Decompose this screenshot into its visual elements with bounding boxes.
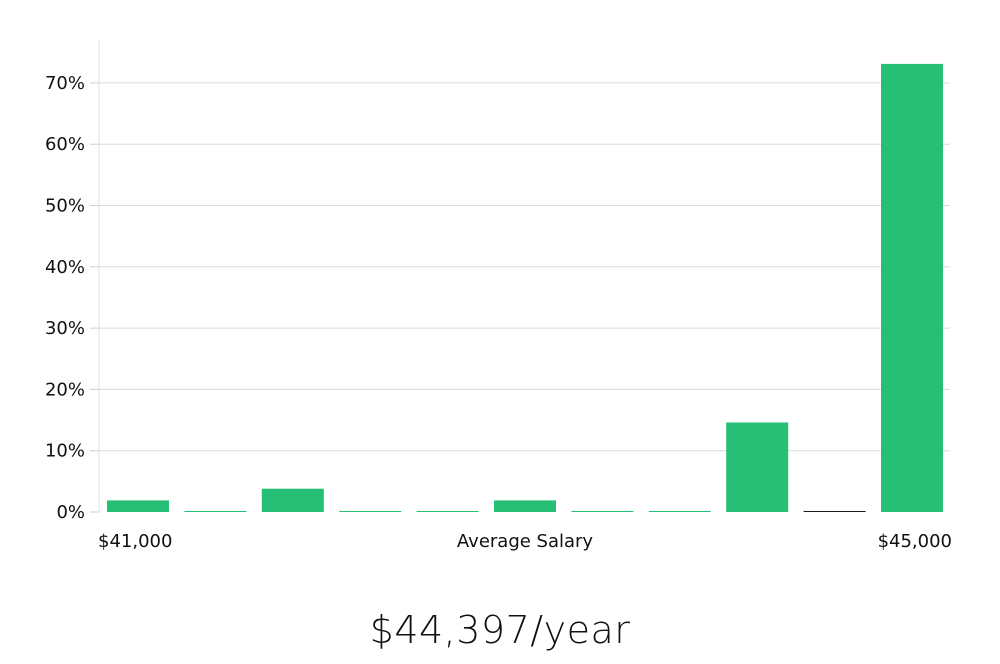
y-tick-label: 0% bbox=[56, 502, 85, 523]
bar bbox=[648, 511, 711, 512]
x-axis-title: Average Salary bbox=[457, 531, 594, 552]
bar bbox=[494, 500, 556, 512]
x-end-label: $45,000 bbox=[878, 531, 952, 552]
bar bbox=[261, 488, 324, 512]
bar bbox=[571, 511, 634, 512]
gridlines bbox=[99, 82, 950, 452]
bar bbox=[184, 511, 247, 512]
y-tick-label: 20% bbox=[45, 379, 85, 400]
bar bbox=[726, 422, 789, 512]
bar bbox=[416, 511, 479, 512]
bar bbox=[881, 63, 943, 513]
y-tick-label: 50% bbox=[45, 196, 85, 217]
average-salary-headline: $44,397/year bbox=[369, 608, 631, 652]
y-tick-label: 70% bbox=[45, 73, 85, 94]
y-tick-label: 60% bbox=[45, 134, 85, 155]
bars bbox=[107, 63, 943, 513]
bar bbox=[803, 511, 866, 512]
y-tick-labels: 0% 10% 20% 30% 40% 50% 60% 70% bbox=[45, 73, 99, 523]
y-tick-label: 30% bbox=[45, 318, 85, 339]
bar bbox=[107, 500, 169, 512]
y-tick-label: 40% bbox=[45, 257, 85, 278]
y-tick-label: 10% bbox=[45, 441, 85, 462]
x-start-label: $41,000 bbox=[98, 531, 172, 552]
bar bbox=[339, 511, 402, 512]
